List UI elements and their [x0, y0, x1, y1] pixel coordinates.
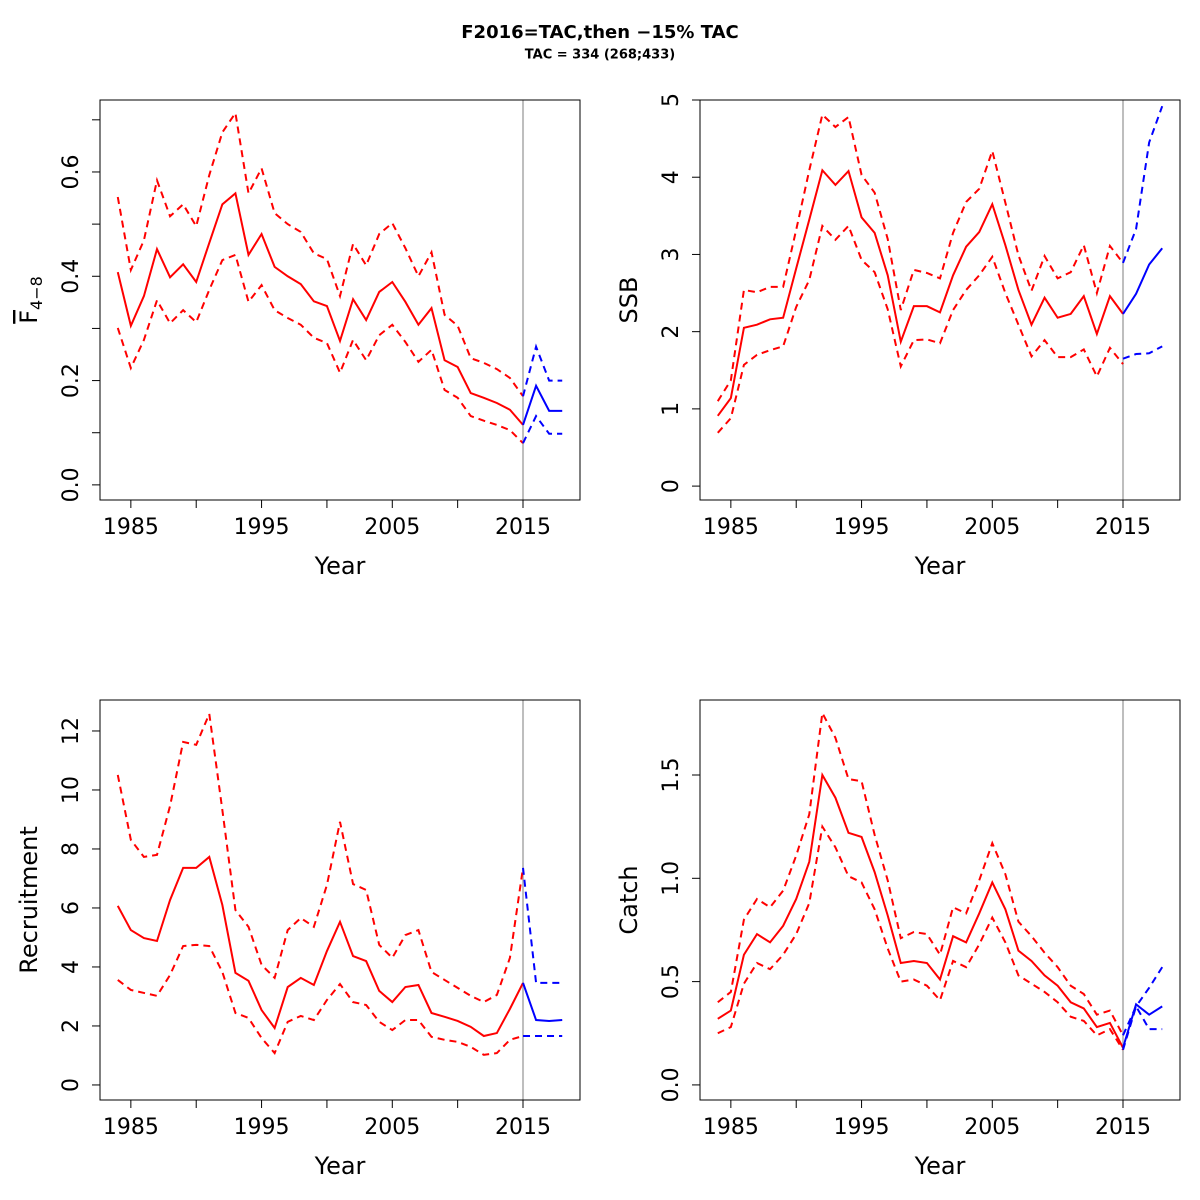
y-tick-label: 0.5	[659, 964, 684, 999]
x-tick-label: 1985	[703, 515, 759, 540]
series-line	[522, 414, 563, 444]
series-line	[1122, 1002, 1163, 1049]
plot-frame	[99, 699, 581, 1101]
series-line	[116, 855, 524, 1038]
series-line	[717, 709, 1124, 1036]
x-tick-label: 2005	[964, 515, 1020, 540]
y-tick-label: 1	[659, 402, 684, 416]
series-line	[1122, 105, 1164, 264]
x-axis-title: Year	[914, 1152, 966, 1180]
x-axis-title: Year	[914, 552, 966, 580]
series-line	[716, 168, 1124, 417]
y-axis-title: Recruitment	[15, 826, 43, 973]
y-tick-label: 0.0	[59, 467, 84, 502]
y-tick-label: 2	[659, 325, 684, 339]
y-tick-label: 2	[59, 1019, 84, 1033]
series-line	[717, 223, 1124, 434]
x-tick-label: 2015	[1095, 515, 1151, 540]
y-tick-label: 6	[59, 901, 84, 915]
series-line	[716, 112, 1124, 402]
series-line	[522, 383, 563, 426]
series-line	[1122, 247, 1163, 315]
y-tick-label: 8	[59, 842, 84, 856]
x-axis-title: Year	[314, 1152, 366, 1180]
plot-frame	[99, 99, 581, 501]
plot-frame	[699, 699, 1181, 1101]
x-tick-label: 1995	[834, 515, 890, 540]
series-line	[116, 191, 524, 426]
series-line	[1122, 345, 1163, 360]
y-axis-title: Catch	[615, 865, 643, 934]
series-line	[116, 110, 524, 397]
y-tick-label: 0	[59, 1078, 84, 1092]
x-tick-label: 1985	[103, 1115, 159, 1140]
series-line	[522, 343, 563, 397]
x-tick-label: 2015	[495, 1115, 551, 1140]
y-tick-label: 0	[659, 479, 684, 493]
x-tick-label: 2005	[364, 1115, 420, 1140]
x-tick-label: 2005	[964, 1115, 1020, 1140]
x-tick-label: 1995	[834, 1115, 890, 1140]
y-tick-label: 0.6	[59, 154, 84, 189]
y-tick-label: 1.0	[659, 861, 684, 896]
series-line	[522, 867, 563, 984]
x-tick-label: 2015	[495, 515, 551, 540]
y-tick-label: 10	[59, 776, 84, 804]
series-line	[717, 772, 1124, 1049]
plot-frame	[699, 99, 1181, 501]
chart-subtitle: TAC = 334 (268;433)	[525, 48, 675, 63]
y-axis-title: F4−8	[15, 276, 46, 324]
y-tick-label: 12	[59, 717, 84, 745]
chart-title: F2016=TAC,then −15% TAC	[461, 22, 739, 43]
x-tick-label: 1995	[234, 515, 290, 540]
y-axis-title: SSB	[615, 277, 643, 324]
x-tick-label: 1985	[103, 515, 159, 540]
series-line	[116, 710, 524, 1004]
series-line	[1122, 966, 1164, 1036]
x-tick-label: 2015	[1095, 1115, 1151, 1140]
x-tick-label: 1985	[703, 1115, 759, 1140]
x-axis-title: Year	[314, 552, 366, 580]
y-tick-label: 5	[659, 93, 684, 107]
y-axis-title-main: F	[15, 310, 43, 324]
y-tick-label: 4	[659, 170, 684, 184]
y-tick-label: 0.2	[59, 363, 84, 398]
y-tick-label: 4	[59, 960, 84, 974]
series-line	[1122, 1003, 1163, 1051]
series-line	[117, 943, 524, 1056]
x-tick-label: 2005	[364, 515, 420, 540]
y-tick-label: 3	[659, 247, 684, 261]
y-axis-title-sub: 4−8	[27, 276, 46, 310]
y-tick-label: 1.5	[659, 758, 684, 793]
x-tick-label: 1995	[234, 1115, 290, 1140]
series-line	[116, 253, 524, 444]
series-line	[717, 823, 1124, 1051]
y-tick-label: 0.0	[659, 1067, 684, 1102]
y-tick-label: 0.4	[59, 259, 84, 294]
series-line	[522, 982, 563, 1022]
